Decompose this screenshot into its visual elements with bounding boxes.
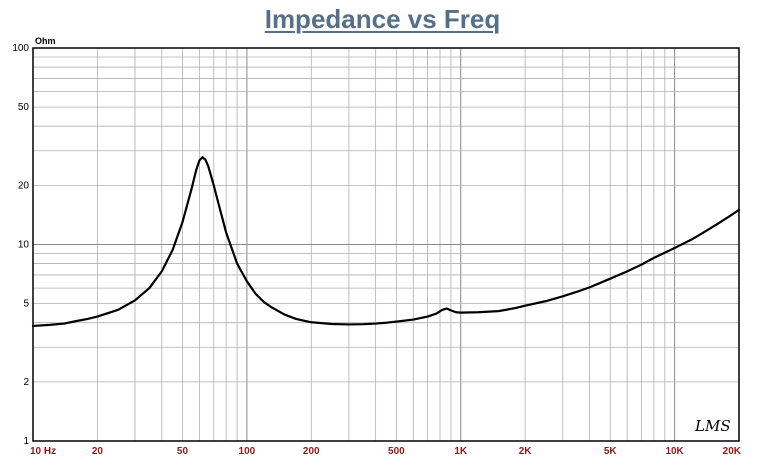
y-tick-label: 2 (23, 377, 29, 388)
y-axis-unit-label: Ohm (35, 36, 56, 46)
y-tick-label: 100 (12, 43, 29, 54)
plot-frame (32, 47, 740, 442)
x-tick-label: 5K (604, 446, 618, 457)
x-tick-label: 100 (239, 446, 256, 457)
impedance-curve (31, 156, 741, 328)
y-tick-label: 50 (18, 102, 30, 113)
x-axis-ticks: 10 Hz 20 50 100 200 500 1K 2K 5K 10K 20K (30, 446, 742, 457)
y-tick-label: 5 (23, 299, 29, 310)
x-tick-label: 50 (177, 446, 189, 457)
chart-title: Impedance vs Freq (264, 4, 501, 34)
y-tick-label: 20 (18, 180, 30, 191)
lms-logo: LMS (694, 417, 731, 435)
x-tick-label: 10 Hz (30, 446, 56, 457)
x-tick-label: 2K (519, 446, 533, 457)
x-tick-label: 10K (665, 446, 684, 457)
y-axis-ticks: 1 2 5 10 20 50 100 (12, 43, 29, 447)
y-tick-label: 1 (23, 436, 29, 447)
x-tick-label: 20K (723, 446, 742, 457)
x-tick-label: 200 (303, 446, 320, 457)
grid-lines (32, 47, 740, 442)
x-tick-label: 20 (92, 446, 104, 457)
y-tick-label: 10 (18, 240, 30, 251)
x-tick-label: 1K (454, 446, 468, 457)
x-tick-label: 500 (388, 446, 405, 457)
